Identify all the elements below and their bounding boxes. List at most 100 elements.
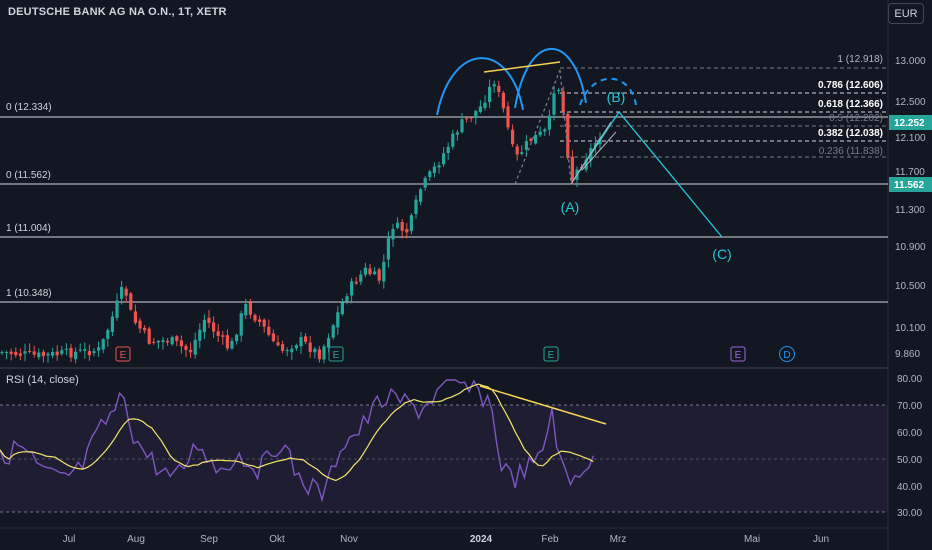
candle-body (87, 351, 91, 356)
candle-body (557, 90, 561, 92)
candle-body (529, 138, 533, 141)
candle-body (336, 312, 340, 328)
candlestick-series[interactable] (0, 79, 602, 364)
earnings-marker[interactable]: E (543, 346, 559, 362)
candle-body (129, 293, 133, 310)
event-markers[interactable]: E E E E D (115, 346, 795, 362)
fib-left-labels: 0 (12.334) 0 (11.562) 1 (11.004) 1 (10.3… (6, 102, 52, 299)
dividend-marker[interactable]: D (779, 346, 795, 362)
candle-body (497, 85, 501, 92)
price-axis[interactable]: 13.000 12.500 12.100 11.700 11.300 10.90… (889, 56, 932, 360)
candle-body (547, 115, 551, 130)
rsi-divergence-line[interactable] (479, 385, 607, 425)
channel-line (581, 131, 617, 171)
channel[interactable] (570, 121, 617, 185)
candle-body (363, 267, 367, 275)
fib-label-left: 1 (11.004) (6, 223, 51, 234)
time-tick: Nov (340, 534, 358, 545)
price-tick: 12.100 (895, 133, 926, 144)
candle-body (308, 342, 312, 352)
rsi-tick: 40.00 (897, 482, 922, 493)
channel-line (570, 121, 612, 185)
fib-ret-label: 0.236 (11.838) (819, 146, 883, 157)
candle-body (184, 345, 188, 350)
rsi-tick: 50.00 (897, 455, 922, 466)
candle-body (543, 129, 547, 132)
candle-body (120, 286, 124, 299)
top-trendline[interactable] (483, 61, 561, 73)
fib-retracement[interactable]: 1 (12.918) 0.786 (12.606) 0.618 (12.366)… (560, 54, 888, 158)
candle-body (147, 328, 151, 344)
wave-label-b: (B) (607, 89, 626, 105)
price-tick: 11.700 (895, 167, 925, 178)
fib-ret-label: 0.382 (12.038) (818, 128, 883, 139)
currency-button[interactable]: EUR (888, 3, 924, 24)
candle-body (350, 281, 354, 296)
candle-body (483, 102, 487, 108)
fib-label-left: 0 (11.562) (6, 170, 51, 181)
candle-body (566, 113, 570, 158)
candle-body (294, 345, 298, 349)
candle-body (212, 322, 216, 332)
level-price-tag[interactable] (889, 177, 932, 192)
wave-path (570, 110, 723, 238)
time-tick: Jul (63, 534, 76, 545)
candle-body (51, 352, 55, 356)
pattern-arcs[interactable] (436, 48, 637, 116)
candle-body (101, 339, 105, 350)
level-price-label: 11.562 (894, 180, 924, 191)
candle-body (304, 336, 308, 342)
candle-body (538, 131, 542, 136)
candle-body (225, 335, 229, 349)
candle-body (409, 215, 413, 232)
candle-body (469, 117, 473, 119)
candle-body (488, 86, 492, 103)
candle-body (267, 326, 271, 335)
candle-body (156, 340, 160, 343)
candle-body (446, 146, 450, 154)
price-tick: 11.300 (895, 205, 925, 216)
earnings-marker[interactable]: E (328, 346, 344, 362)
candle-body (46, 353, 50, 356)
candle-body (290, 348, 294, 353)
candle-body (28, 350, 32, 352)
candle-body (189, 349, 193, 353)
time-tick: Jun (813, 534, 829, 545)
candle-body (478, 106, 482, 113)
time-axis[interactable]: Jul Aug Sep Okt Nov 2024 Feb Mrz Mai Jun (0, 527, 888, 545)
wave-label-c: (C) (712, 246, 731, 262)
candle-body (60, 350, 64, 354)
candle-body (262, 319, 266, 327)
candle-body (248, 302, 252, 315)
fib-ret-label: 1 (12.918) (837, 54, 883, 65)
earnings-marker[interactable]: E (730, 346, 746, 362)
candle-body (501, 92, 505, 109)
price-tick: 10.100 (895, 323, 926, 334)
earnings-marker-label: E (120, 350, 127, 361)
current-price-label: 12.252 (894, 118, 925, 129)
candle-body (373, 271, 377, 275)
candle-body (230, 341, 234, 349)
time-tick: Mrz (610, 534, 627, 545)
symbol-title[interactable]: DEUTSCHE BANK AG NA O.N., 1T, XETR (8, 6, 227, 18)
candle-body (166, 340, 170, 343)
candle-body (271, 333, 275, 342)
candle-body (492, 84, 496, 87)
candle-body (400, 221, 404, 231)
rsi-ma-line (0, 383, 594, 482)
time-tick: Okt (269, 534, 285, 545)
price-tick: 10.900 (895, 242, 926, 253)
rsi-pane[interactable]: 80.00 70.00 60.00 50.00 40.00 30.00 (0, 374, 922, 519)
dividend-marker-label: D (783, 350, 790, 361)
candle-body (9, 351, 13, 355)
earnings-marker[interactable]: E (115, 346, 131, 362)
candle-body (133, 311, 137, 323)
rsi-indicator-title[interactable]: RSI (14, close) (6, 374, 79, 386)
current-price-tag[interactable] (889, 115, 932, 130)
candle-body (313, 348, 317, 353)
time-tick: Mai (744, 534, 760, 545)
candle-body (18, 353, 22, 356)
rsi-tick: 30.00 (897, 508, 922, 519)
fib-ret-label: 0.5 (12.202) (829, 113, 883, 124)
